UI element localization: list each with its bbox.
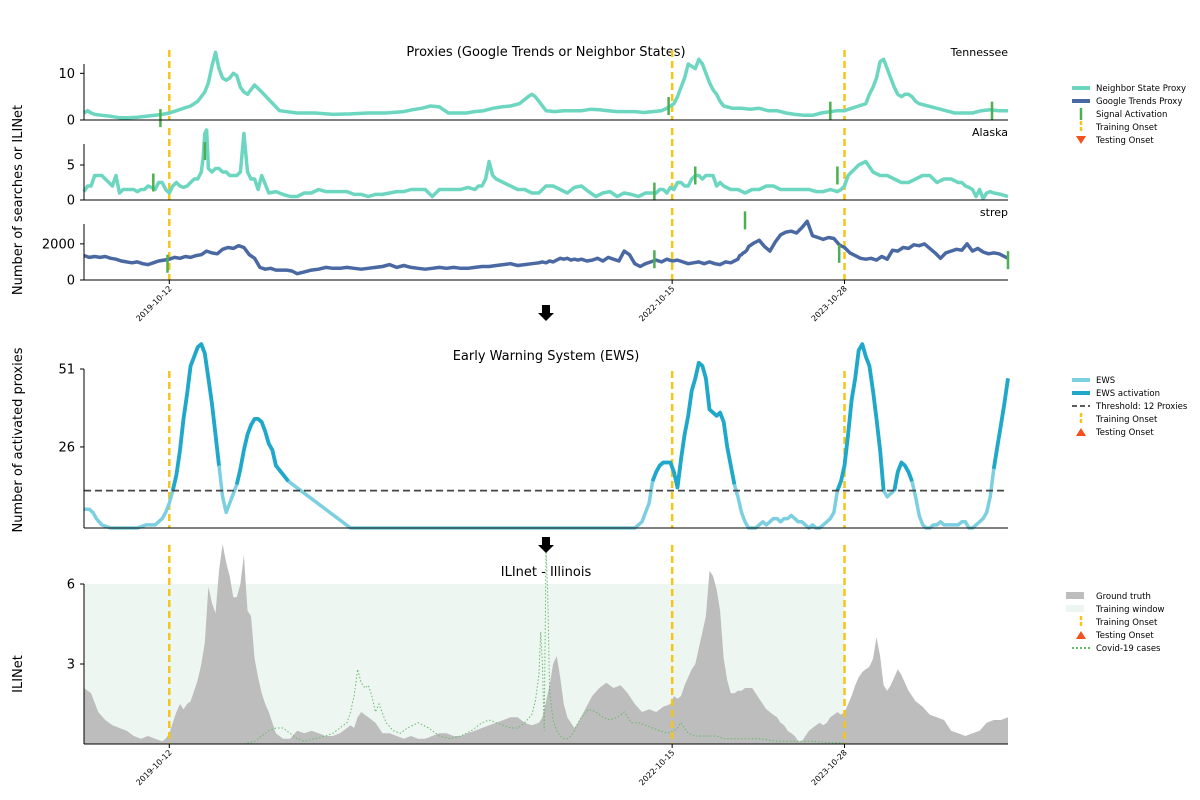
ylabel-ews: Number of activated proxies xyxy=(11,347,26,532)
ilinet-xtick-label: 2019-10-12 xyxy=(134,748,173,787)
legend-label: EWS activation xyxy=(1096,389,1160,399)
ews-ytick-label: 51 xyxy=(58,363,75,378)
legends: Neighbor State Proxy Google Trends Proxy S… xyxy=(1066,84,1188,654)
legend-entry: Ground truth xyxy=(1066,592,1151,602)
ews-ytick-label: 26 xyxy=(58,440,75,455)
legend-entry: Neighbor State Proxy xyxy=(1072,84,1186,94)
ylabel-ilinet: ILINet xyxy=(11,655,26,693)
ilinet-xtick-label: 2023-10-28 xyxy=(810,748,849,787)
legend-label: Testing Onset xyxy=(1095,428,1154,438)
legend-entry: Training Onset xyxy=(1079,121,1158,133)
ylabel-proxies: Number of searches or ILINet xyxy=(11,105,26,295)
legend-entry: Training Onset xyxy=(1079,616,1158,628)
legend-entry: Signal Activation xyxy=(1079,108,1167,120)
legend-patch-swatch xyxy=(1066,605,1084,612)
legend-label: Covid-19 cases xyxy=(1096,644,1161,654)
legend-label: Training Onset xyxy=(1095,415,1158,425)
proxy-ytick-label: 0 xyxy=(67,114,75,129)
proxy-xtick-label: 2022-10-15 xyxy=(637,284,676,323)
ilinet-ytick-label: 6 xyxy=(67,578,75,593)
proxy-ytick-label: 0 xyxy=(67,274,75,289)
proxy-series-line xyxy=(83,50,1008,120)
ews-activation-segment xyxy=(835,342,886,492)
legend-label: Signal Activation xyxy=(1096,110,1167,120)
panel-name-label: Alaska xyxy=(972,126,1008,139)
legend-entry: Testing Onset xyxy=(1076,136,1154,146)
proxy-panel-alaska: 0 5 Alaska xyxy=(67,126,1009,209)
legend-entry: EWS activation xyxy=(1072,389,1160,399)
legend-patch-swatch xyxy=(1066,592,1084,599)
ews-activation-segment xyxy=(234,417,290,485)
ews-activation-segment xyxy=(650,360,737,490)
legend-label: Ground truth xyxy=(1096,592,1151,602)
legend-label: Testing Onset xyxy=(1095,136,1154,146)
proxy-ytick-label: 5 xyxy=(67,159,75,174)
ews-activation-segment xyxy=(991,378,1010,470)
panel-name-label: Tennessee xyxy=(950,46,1009,59)
ews-panel: 26 51 xyxy=(58,342,1010,530)
legend-label: Training window xyxy=(1095,605,1165,615)
down-arrow-icon xyxy=(538,537,554,553)
proxy-series-line xyxy=(82,128,1009,201)
proxies-title: Proxies (Google Trends or Neighbor State… xyxy=(406,45,685,60)
ews-title: Early Warning System (EWS) xyxy=(453,349,640,364)
ews-activation-segment xyxy=(892,460,914,491)
ilinet-ytick-label: 3 xyxy=(67,658,75,673)
proxy-panel-strep: 0 2000 strep xyxy=(42,206,1010,289)
covid-cases-line xyxy=(243,549,845,745)
legend-label: Neighbor State Proxy xyxy=(1096,84,1186,94)
ews-activation-segment xyxy=(170,342,221,492)
proxy-series-line xyxy=(83,219,1009,276)
legend-entry: Testing Onset xyxy=(1076,631,1154,641)
legend-label: Threshold: 12 Proxies xyxy=(1095,402,1188,412)
proxy-ytick-label: 0 xyxy=(67,194,75,209)
proxy-xtick-label: 2019-10-12 xyxy=(134,284,173,323)
ilinet-xtick-label: 2022-10-15 xyxy=(637,748,676,787)
flow-arrows xyxy=(538,305,554,553)
legend-entry: Training window xyxy=(1066,605,1165,615)
legend-label: Training Onset xyxy=(1095,618,1158,628)
legend-entry: Threshold: 12 Proxies xyxy=(1072,402,1188,412)
legend-entry: EWS xyxy=(1072,376,1115,386)
legend-entry: Testing Onset xyxy=(1076,428,1154,438)
legend-triangle-down-icon xyxy=(1076,136,1086,144)
legend-entry: Covid-19 cases xyxy=(1072,644,1161,654)
proxy-ytick-label: 10 xyxy=(58,67,75,82)
legend-triangle-up-icon xyxy=(1076,428,1086,436)
legend-entry: Google Trends Proxy xyxy=(1072,97,1182,107)
proxy-xtick-label: 2023-10-28 xyxy=(810,284,849,323)
legend-label: Testing Onset xyxy=(1095,631,1154,641)
legend-label: Google Trends Proxy xyxy=(1096,97,1182,107)
down-arrow-icon xyxy=(538,305,554,321)
ground-truth-area xyxy=(84,544,1008,744)
proxy-panels: 0 10 Tennessee 0 5 Alaska 0 2000 strep 2019-10-12… xyxy=(42,46,1010,323)
ilinet-panel: 3 6 2019-10-12 2022-10-15 2023-10-28 xyxy=(67,544,1008,787)
proxy-panel-tennessee: 0 10 Tennessee xyxy=(58,46,1008,129)
legend-triangle-up-icon xyxy=(1076,631,1086,639)
proxy-ytick-label: 2000 xyxy=(42,237,75,252)
panel-name-label: strep xyxy=(980,206,1008,219)
legend-entry: Training Onset xyxy=(1079,413,1158,425)
legend-label: EWS xyxy=(1096,376,1115,386)
legend-label: Training Onset xyxy=(1095,123,1158,133)
